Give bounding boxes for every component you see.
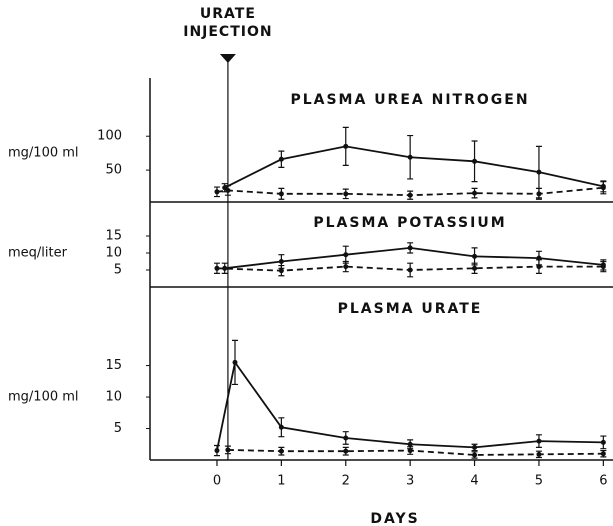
panel-title: PLASMA POTASSIUM	[313, 215, 506, 231]
data-point	[278, 268, 284, 274]
data-point	[407, 245, 413, 251]
data-point	[407, 448, 413, 454]
data-point	[222, 265, 228, 271]
y-tick-label: 5	[114, 263, 122, 278]
annotation-text: URATE	[200, 6, 256, 22]
data-point	[536, 438, 542, 444]
data-point	[232, 359, 238, 365]
data-point	[278, 448, 284, 454]
data-point	[225, 447, 231, 453]
data-point	[600, 185, 606, 191]
data-point	[278, 259, 284, 264]
y-axis-label: mg/100 ml	[8, 146, 79, 161]
data-point	[225, 187, 231, 193]
data-point	[472, 253, 478, 259]
panel-title: PLASMA UREA NITROGEN	[290, 92, 529, 108]
data-point	[278, 191, 284, 197]
data-point	[278, 156, 284, 162]
data-point	[343, 191, 349, 197]
data-point	[407, 192, 413, 198]
y-tick-label: 10	[105, 390, 122, 405]
data-point	[278, 424, 284, 430]
x-tick-label: 6	[599, 474, 607, 489]
y-tick-label: 15	[105, 229, 122, 244]
x-tick-label: 3	[406, 474, 414, 489]
data-point	[343, 143, 349, 149]
data-point	[472, 452, 478, 458]
data-point	[536, 451, 542, 457]
data-point	[343, 435, 349, 441]
y-axis-label: mg/100 ml	[8, 390, 79, 405]
x-tick-label: 1	[277, 474, 285, 489]
y-tick-label: 15	[105, 358, 122, 373]
data-point	[407, 267, 413, 273]
annotation-text: INJECTION	[183, 24, 272, 40]
data-point	[343, 252, 349, 258]
data-point	[472, 190, 478, 196]
y-tick-label: 100	[97, 129, 122, 144]
data-point	[600, 439, 606, 445]
series-line	[216, 360, 604, 451]
data-point	[343, 448, 349, 454]
data-point	[407, 154, 413, 160]
x-tick-label: 4	[470, 474, 478, 489]
data-point	[536, 191, 542, 197]
y-tick-label: 5	[114, 421, 122, 436]
annotation-arrow	[219, 54, 236, 63]
y-tick-label: 50	[105, 163, 122, 178]
series-line	[216, 186, 604, 197]
data-point	[214, 448, 220, 454]
data-point	[407, 441, 413, 447]
panel-title: PLASMA URATE	[338, 301, 483, 317]
x-tick-label: 5	[535, 474, 543, 489]
x-tick-label: 0	[213, 474, 221, 489]
data-point	[472, 444, 478, 450]
data-point	[472, 265, 478, 271]
y-tick-label: 10	[105, 246, 122, 261]
y-axis-label: meq/liter	[8, 246, 68, 261]
data-point	[536, 169, 542, 175]
x-tick-label: 2	[342, 474, 350, 489]
data-point	[214, 189, 220, 195]
data-point	[343, 264, 349, 270]
data-point	[536, 264, 542, 270]
data-point	[600, 451, 606, 457]
x-axis-label: DAYS	[370, 511, 419, 526]
data-point	[472, 158, 478, 164]
data-point	[214, 265, 220, 271]
series-line	[227, 449, 604, 456]
data-point	[600, 264, 606, 270]
